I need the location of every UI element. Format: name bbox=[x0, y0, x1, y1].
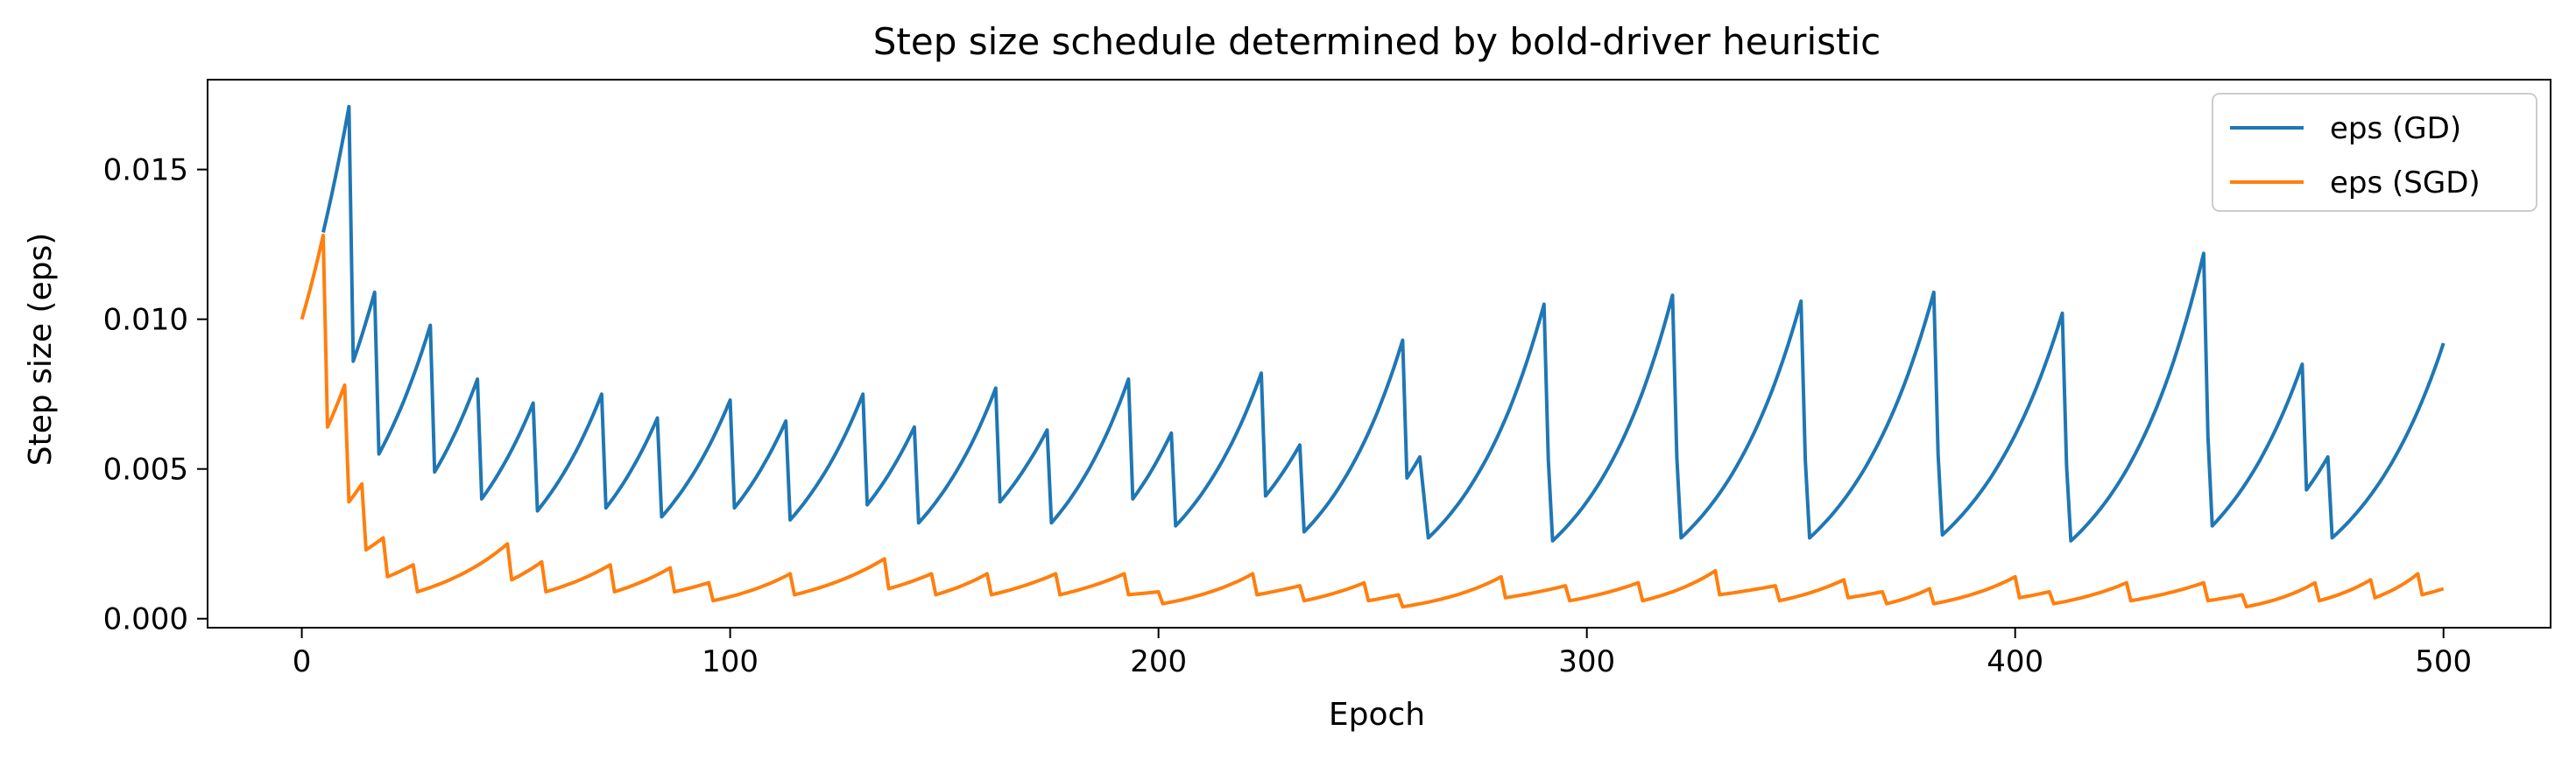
x-tick-label: 500 bbox=[2415, 644, 2472, 679]
x-tick-label: 300 bbox=[1558, 644, 1615, 679]
series-line-1 bbox=[300, 233, 2445, 609]
chart-title: Step size schedule determined by bold-dr… bbox=[873, 20, 1881, 63]
axis-ticks: 0 100 200 300 400 500 0.000 0.005 0.010 0.015 bbox=[103, 153, 2473, 679]
legend: eps (GD) eps (SGD) bbox=[2212, 93, 2537, 212]
y-tick-label: 0.005 bbox=[103, 453, 188, 488]
legend-label: eps (GD) bbox=[2330, 111, 2461, 146]
plot-frame bbox=[207, 79, 2551, 629]
x-tick-label: 100 bbox=[702, 644, 759, 679]
y-tick-label: 0.000 bbox=[103, 602, 188, 637]
y-tick-label: 0.010 bbox=[103, 303, 188, 338]
x-axis-label: Epoch bbox=[1329, 697, 1425, 733]
plot-lines bbox=[300, 104, 2445, 609]
y-tick-label: 0.015 bbox=[103, 153, 188, 188]
legend-label: eps (SGD) bbox=[2330, 165, 2481, 200]
series-line-0 bbox=[321, 104, 2445, 543]
x-tick-label: 400 bbox=[1987, 644, 2043, 679]
x-tick-label: 0 bbox=[293, 644, 312, 679]
x-tick-label: 200 bbox=[1130, 644, 1187, 679]
y-axis-label: Step size (eps) bbox=[23, 233, 59, 467]
